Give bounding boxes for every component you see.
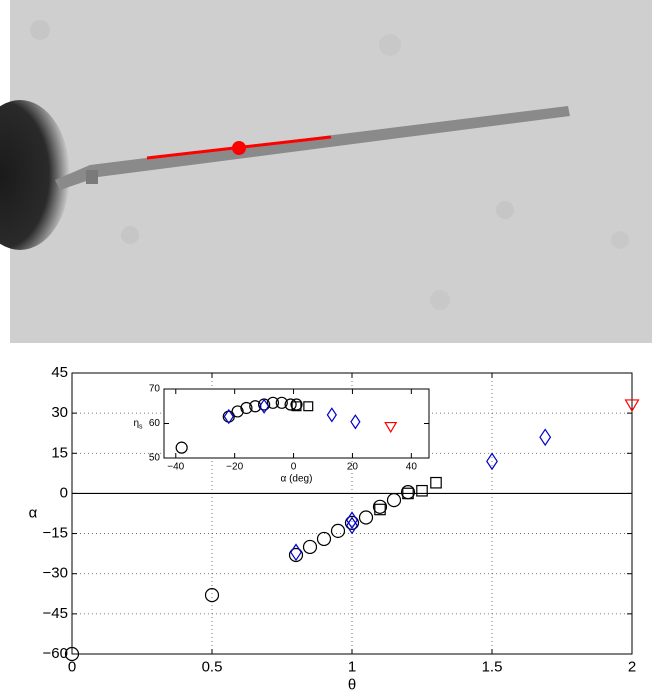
point	[350, 414, 361, 430]
inset-plot: −40 −20 0 20 40 50 60 70 α (deg) ηs	[133, 384, 430, 485]
point	[175, 441, 188, 454]
point	[231, 405, 244, 418]
point	[288, 547, 304, 563]
point	[372, 499, 388, 514]
point	[222, 410, 235, 423]
y-tick-label: 70	[149, 384, 161, 395]
y-axis-label: α	[29, 504, 38, 521]
y-tick-label: 15	[51, 444, 68, 461]
point	[402, 487, 414, 500]
point	[275, 396, 288, 409]
point	[64, 646, 80, 662]
y-tick-label: −60	[43, 645, 68, 662]
point	[430, 476, 442, 489]
point	[358, 510, 374, 525]
point	[416, 484, 428, 497]
photo	[0, 0, 652, 343]
x-tick-label: 0	[291, 462, 297, 473]
x-tick-label: 0	[68, 658, 76, 675]
point	[290, 398, 303, 411]
point	[302, 539, 318, 555]
x-axis-label: α (deg)	[281, 474, 313, 485]
point	[346, 516, 358, 535]
x-axis-label: θ	[348, 676, 356, 693]
point	[303, 401, 314, 412]
y-tick-label: −30	[43, 565, 68, 582]
point	[344, 515, 360, 530]
point	[284, 398, 297, 411]
point	[240, 401, 253, 415]
point	[624, 399, 640, 413]
x-tick-label: 20	[347, 462, 359, 473]
axes-frame	[163, 388, 430, 459]
point	[316, 531, 332, 547]
y-axis-label-subscript: s	[139, 423, 143, 430]
x-tick-label: −20	[226, 462, 243, 473]
y-tick-label: −15	[43, 525, 68, 542]
point	[539, 428, 552, 447]
point	[384, 421, 398, 434]
point	[374, 503, 386, 516]
y-tick-label: 0	[60, 484, 68, 501]
point	[346, 511, 358, 530]
y-tick-label: −45	[43, 605, 68, 622]
x-tick-label: 40	[406, 462, 418, 473]
point	[266, 396, 280, 409]
x-tick-label: 2	[628, 658, 636, 675]
x-tick-label: 1	[348, 658, 356, 675]
point	[291, 401, 302, 412]
point	[290, 543, 302, 562]
point	[486, 452, 498, 471]
point	[326, 407, 337, 423]
point	[258, 398, 270, 414]
plot-area	[164, 389, 429, 458]
point	[249, 400, 262, 413]
axes-frame	[71, 372, 633, 655]
y-axis-label: ηs	[133, 418, 143, 430]
x-tick-label: 1.5	[482, 658, 503, 675]
y-tick-label: 50	[149, 453, 161, 464]
point	[386, 493, 402, 508]
x-tick-label: 0.5	[202, 658, 223, 675]
y-tick-label: 60	[149, 418, 161, 429]
point	[330, 523, 346, 538]
point	[204, 588, 220, 603]
y-tick-label: 30	[51, 404, 68, 421]
point	[223, 408, 234, 425]
y-tick-label: 45	[51, 364, 68, 381]
x-tick-label: −40	[167, 462, 184, 473]
